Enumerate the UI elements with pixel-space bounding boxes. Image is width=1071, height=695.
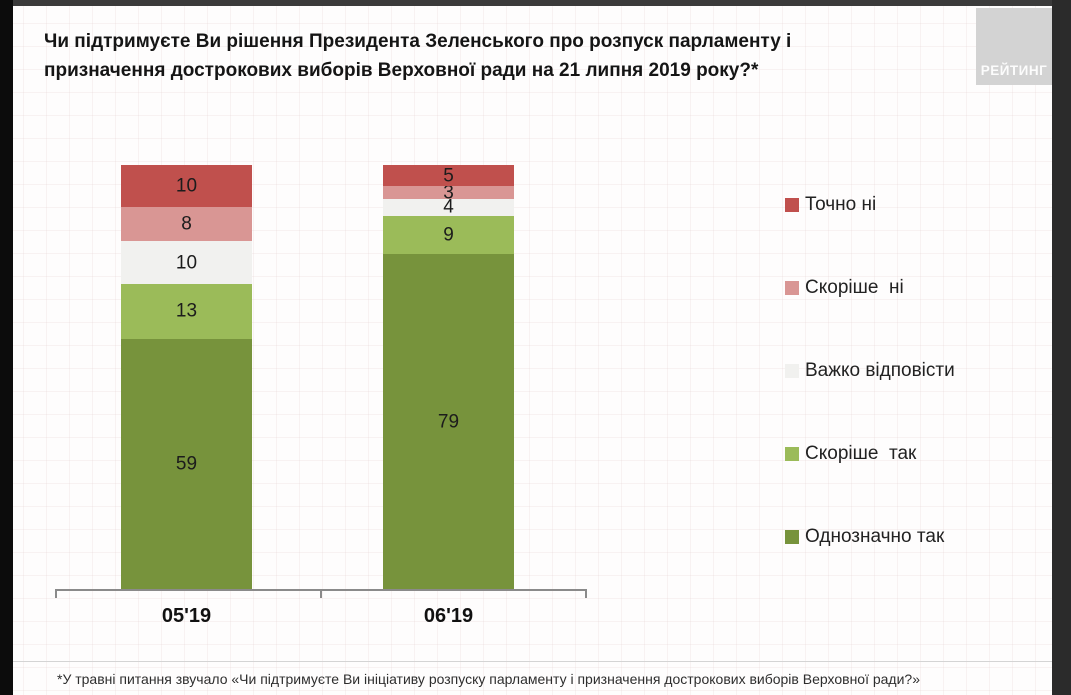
page-title-line1: Чи підтримуєте Ви рішення Президента Зел… [44, 31, 792, 52]
legend-label: Однозначно так [805, 526, 945, 547]
legend-item: Точно ні [785, 194, 955, 216]
legend-item: Скоріше так [785, 443, 955, 465]
value-label: 79 [437, 411, 460, 433]
right-edge-bar [1052, 0, 1071, 695]
rating-logo: РЕЙТИНГ [976, 8, 1052, 85]
legend-swatch [785, 447, 799, 461]
value-label: 59 [175, 453, 198, 475]
legend-item: Важко відповісти [785, 360, 955, 382]
legend-label: Важко відповісти [805, 360, 955, 381]
bar-segment [383, 215, 514, 255]
left-edge-bar [0, 0, 13, 695]
bar-segment [383, 186, 514, 199]
value-label: 4 [443, 196, 454, 218]
bar-segment [383, 198, 514, 216]
bar-segment [121, 283, 252, 339]
legend-swatch [785, 530, 799, 544]
axis-tick [320, 589, 322, 598]
bar-segment [383, 254, 514, 589]
bar-segment [121, 207, 252, 242]
rating-logo-text: РЕЙТИНГ [980, 63, 1048, 78]
legend: Точно ні Скоріше ні Важко відповісти Скоріш… [785, 194, 955, 609]
footer-divider [13, 661, 1052, 662]
page-title-line2: призначення дострокових виборів Верховно… [44, 60, 759, 82]
legend-item: Скоріше ні [785, 277, 955, 299]
legend-swatch [785, 281, 799, 295]
bar-segment [383, 165, 514, 187]
value-label: 5 [443, 165, 454, 187]
legend-label: Скоріше так [805, 443, 917, 464]
legend-item: Однозначно так [785, 526, 955, 548]
value-label: 9 [443, 224, 454, 246]
axis-tick [55, 589, 57, 598]
bar-segment [121, 241, 252, 284]
category-label: 05'19 [161, 605, 212, 627]
axis-tick [585, 589, 587, 598]
footnote: *У травні питання звучало «Чи підтримуєт… [57, 671, 920, 687]
legend-swatch [785, 198, 799, 212]
bar-segment [121, 165, 252, 208]
legend-label: Точно ні [805, 194, 877, 215]
top-edge-strip [0, 0, 1071, 6]
value-label: 10 [175, 175, 198, 197]
value-label: 10 [175, 252, 198, 274]
legend-swatch [785, 364, 799, 378]
page-title: Чи підтримуєте Ви рішення Президента Зел… [44, 27, 924, 86]
category-label: 06'19 [423, 605, 474, 627]
value-label: 3 [443, 182, 454, 204]
value-label: 8 [181, 213, 192, 235]
legend-label: Скоріше ні [805, 277, 904, 298]
value-label: 13 [175, 300, 198, 322]
bar-segment [121, 338, 252, 589]
